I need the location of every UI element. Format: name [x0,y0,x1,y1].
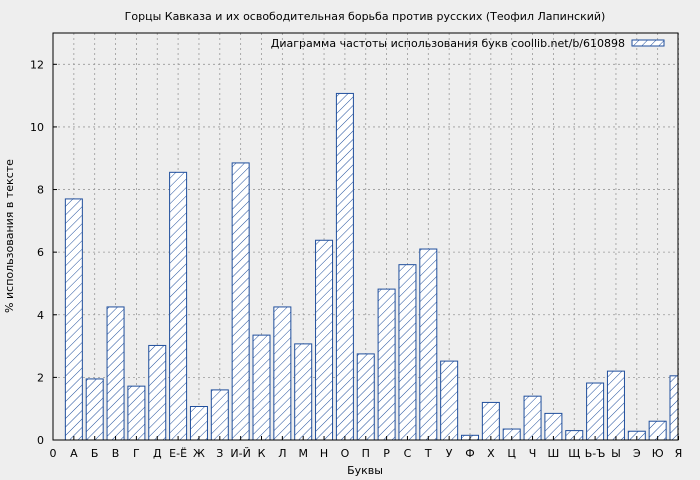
bar-23 [523,395,542,441]
x-tick-label: У [446,447,453,460]
bar-17 [398,264,417,441]
x-tick-label: Л [278,447,286,460]
x-tick-label: О [341,447,350,460]
bar-8 [210,389,229,441]
bar-27 [606,370,625,441]
legend-label: Диаграмма частоты использования букв coo… [271,37,625,50]
bar-26 [586,382,605,441]
bar-9 [231,162,250,441]
x-tick-label: Р [383,447,390,460]
bar-15 [356,353,375,441]
x-tick-label: Ч [529,447,537,460]
x-tick-label: Т [424,447,432,460]
bar-21 [481,401,500,441]
y-tick-label: 4 [37,309,44,322]
x-tick-label: В [112,447,120,460]
bar-18 [419,248,438,441]
bar-30 [669,375,679,441]
x-tick-label: Б [91,447,99,460]
chart-title: Горцы Кавказа и их освободительная борьб… [125,10,606,23]
x-tick-label: А [70,447,78,460]
x-tick-label: 0 [50,447,57,460]
bar-13 [315,239,334,441]
x-tick-label: Ц [507,447,516,460]
x-tick-label: Х [487,447,495,460]
x-tick-label: Е-Ё [169,447,187,460]
y-axis-ticks: 0 2 4 6 8 10 12 [30,58,57,447]
bar-6 [169,171,188,441]
x-tick-label: З [216,447,223,460]
x-tick-label: И-Й [230,447,250,460]
x-tick-label: К [258,447,266,460]
bar-14 [335,92,354,441]
y-tick-label: 0 [37,434,44,447]
y-tick-label: 12 [30,58,44,71]
bar-4 [127,385,146,441]
bar-2 [85,378,104,441]
bar-3 [106,306,125,441]
x-tick-label: Д [153,447,162,460]
legend: Диаграмма частоты использования букв coo… [271,37,665,50]
bar-10 [252,334,271,441]
legend-swatch [631,39,665,47]
bar-1 [64,198,83,441]
x-tick-label: Я [675,447,683,460]
x-tick-label: С [404,447,412,460]
y-tick-label: 8 [37,184,44,197]
x-tick-label: Ш [548,447,560,460]
x-tick-label: Ю [652,447,664,460]
x-tick-label: Г [133,447,140,460]
x-tick-label: Н [320,447,328,460]
x-tick-label: Ь-Ъ [585,447,606,460]
bar-19 [440,360,459,441]
bar-16 [377,288,396,441]
x-axis-ticks: 0 А Б В Г Д Е-Ё Ж З И-Й К Л М Н О П Р С Т У Ф Х Ц Ч Ш Щ Ь-Ъ Ы Э Ю Я [50,436,683,460]
x-tick-label: П [362,447,370,460]
x-tick-label: Щ [568,447,580,460]
x-tick-label: Ы [611,447,621,460]
bar-11 [273,306,292,441]
bar-12 [294,343,313,441]
x-axis-label: Буквы [347,464,383,477]
y-axis-label: % использования в тексте [3,159,16,313]
x-tick-label: Ф [465,447,474,460]
y-tick-label: 6 [37,246,44,259]
x-tick-label: Ж [193,447,205,460]
y-tick-label: 10 [30,121,44,134]
x-tick-label: Э [633,447,641,460]
x-tick-label: М [298,447,308,460]
bar-5 [148,344,167,441]
bar-7 [189,406,208,441]
grid [53,33,679,440]
y-tick-label: 2 [37,371,44,384]
